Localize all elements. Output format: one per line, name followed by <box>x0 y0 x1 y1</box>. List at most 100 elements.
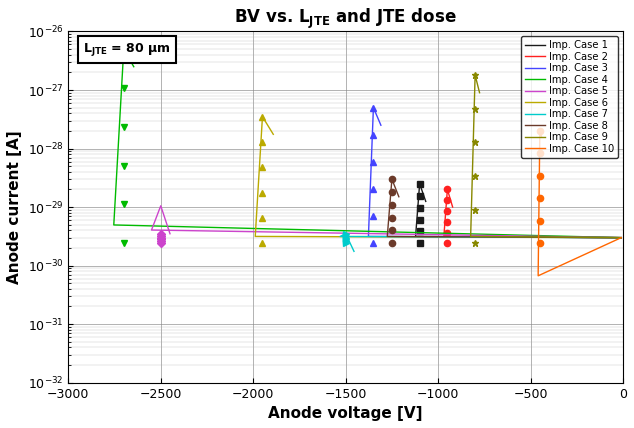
Imp. Case 7 <box>350 249 358 254</box>
Imp. Case 4 <box>477 232 485 237</box>
Imp. Case 5 <box>560 234 568 239</box>
Imp. Case 1 <box>618 235 625 240</box>
Imp. Case 6 <box>269 132 277 137</box>
Imp. Case 6 <box>308 234 316 239</box>
Imp. Case 10 <box>538 134 545 139</box>
Imp. Case 9 <box>476 90 483 95</box>
Imp. Case 7 <box>415 234 423 239</box>
Imp. Case 6 <box>252 234 259 239</box>
Line: Imp. Case 6: Imp. Case 6 <box>256 117 621 238</box>
Imp. Case 3 <box>504 235 512 240</box>
Imp. Case 4 <box>618 235 625 240</box>
Imp. Case 1 <box>444 234 451 239</box>
Imp. Case 9 <box>607 235 615 240</box>
Imp. Case 2 <box>605 235 613 240</box>
Text: $\mathbf{L_{JTE}}$ = 80 μm: $\mathbf{L_{JTE}}$ = 80 μm <box>83 41 171 58</box>
Imp. Case 9 <box>618 235 625 240</box>
Imp. Case 3 <box>365 234 372 239</box>
Imp. Case 8 <box>586 235 593 240</box>
Imp. Case 2 <box>467 234 475 239</box>
Imp. Case 4 <box>556 234 564 239</box>
Imp. Case 5 <box>320 230 328 235</box>
Imp. Case 3 <box>377 123 385 128</box>
Imp. Case 5 <box>618 235 625 240</box>
Imp. Case 10 <box>534 273 542 278</box>
Imp. Case 8 <box>384 234 391 239</box>
Imp. Case 10 <box>618 235 625 240</box>
Imp. Case 10 <box>536 128 543 134</box>
Imp. Case 4 <box>590 235 597 240</box>
Line: Imp. Case 5: Imp. Case 5 <box>152 206 621 238</box>
Imp. Case 9 <box>471 72 479 77</box>
Imp. Case 8 <box>395 194 403 199</box>
Imp. Case 5 <box>592 235 599 240</box>
Imp. Case 2 <box>490 234 498 239</box>
Imp. Case 1 <box>411 234 419 239</box>
Imp. Case 3 <box>436 234 443 239</box>
Imp. Case 1 <box>416 181 424 186</box>
Line: Imp. Case 7: Imp. Case 7 <box>340 234 621 251</box>
Line: Imp. Case 1: Imp. Case 1 <box>415 184 621 238</box>
Imp. Case 4 <box>130 64 138 69</box>
Imp. Case 6 <box>568 235 576 240</box>
Imp. Case 3 <box>600 235 608 240</box>
Imp. Case 10 <box>607 240 615 245</box>
Imp. Case 7 <box>618 235 625 240</box>
Imp. Case 3 <box>404 234 411 239</box>
Imp. Case 5 <box>254 229 261 234</box>
Imp. Case 9 <box>550 235 557 240</box>
Imp. Case 9 <box>597 235 605 240</box>
Imp. Case 1 <box>525 235 533 240</box>
Imp. Case 10 <box>565 259 573 265</box>
Imp. Case 4 <box>296 227 304 232</box>
Imp. Case 5 <box>166 231 174 236</box>
Imp. Case 9 <box>467 233 474 238</box>
Line: Imp. Case 9: Imp. Case 9 <box>470 75 621 238</box>
Imp. Case 10 <box>613 237 621 242</box>
Imp. Case 5 <box>598 235 606 240</box>
Imp. Case 6 <box>593 235 600 240</box>
Imp. Case 6 <box>618 235 625 240</box>
Line: Imp. Case 4: Imp. Case 4 <box>113 49 621 238</box>
Imp. Case 2 <box>538 235 545 240</box>
Imp. Case 2 <box>440 234 448 239</box>
Y-axis label: Anode current [A]: Anode current [A] <box>7 130 22 284</box>
Imp. Case 8 <box>450 234 457 239</box>
Imp. Case 6 <box>453 235 460 240</box>
Imp. Case 2 <box>444 187 451 192</box>
Imp. Case 1 <box>470 234 477 239</box>
Imp. Case 7 <box>342 231 349 236</box>
Imp. Case 7 <box>491 235 498 240</box>
Imp. Case 7 <box>336 234 344 239</box>
Imp. Case 4 <box>597 235 605 240</box>
Title: BV vs. L$_{\mathregular{JTE}}$ and JTE dose: BV vs. L$_{\mathregular{JTE}}$ and JTE d… <box>235 7 457 31</box>
Imp. Case 7 <box>598 235 606 240</box>
X-axis label: Anode voltage [V]: Anode voltage [V] <box>268 406 423 421</box>
Imp. Case 3 <box>370 105 377 110</box>
Imp. Case 1 <box>422 199 430 204</box>
Imp. Case 5 <box>157 203 165 208</box>
Line: Imp. Case 10: Imp. Case 10 <box>538 131 621 276</box>
Line: Imp. Case 8: Imp. Case 8 <box>387 179 621 238</box>
Imp. Case 6 <box>259 114 266 119</box>
Imp. Case 2 <box>593 235 601 240</box>
Legend: Imp. Case 1, Imp. Case 2, Imp. Case 3, Imp. Case 4, Imp. Case 5, Imp. Case 6, Im: Imp. Case 1, Imp. Case 2, Imp. Case 3, I… <box>521 36 618 158</box>
Imp. Case 8 <box>602 235 609 240</box>
Line: Imp. Case 2: Imp. Case 2 <box>444 190 621 238</box>
Imp. Case 8 <box>388 177 396 182</box>
Imp. Case 10 <box>614 237 622 242</box>
Imp. Case 5 <box>488 233 495 238</box>
Imp. Case 1 <box>604 235 611 240</box>
Imp. Case 3 <box>618 235 625 240</box>
Imp. Case 2 <box>449 205 456 210</box>
Imp. Case 1 <box>590 235 597 240</box>
Imp. Case 10 <box>553 265 560 270</box>
Line: Imp. Case 3: Imp. Case 3 <box>368 107 621 238</box>
Imp. Case 3 <box>583 235 591 240</box>
Imp. Case 2 <box>618 235 625 240</box>
Imp. Case 8 <box>618 235 625 240</box>
Imp. Case 4 <box>224 225 232 230</box>
Imp. Case 10 <box>595 246 602 251</box>
Imp. Case 4 <box>120 47 127 52</box>
Imp. Case 7 <box>579 235 587 240</box>
